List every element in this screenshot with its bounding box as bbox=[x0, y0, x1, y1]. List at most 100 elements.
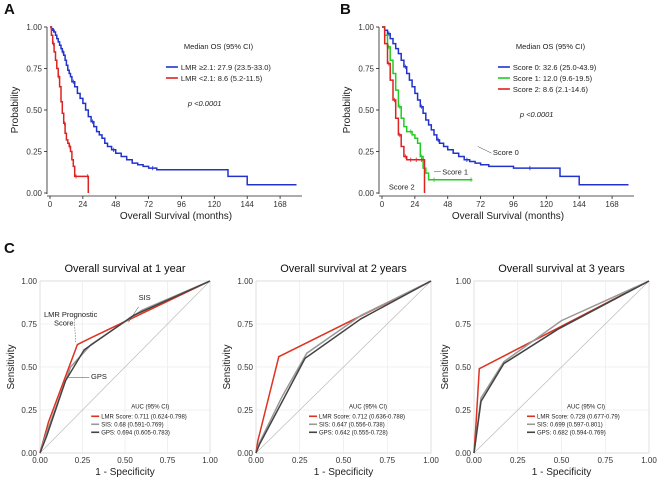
panel-label-a: A bbox=[4, 1, 15, 18]
roc-2y-xtick-label: 0.25 bbox=[292, 456, 308, 465]
km-b-curve-label-score2: Score 2 bbox=[389, 183, 415, 192]
roc-2y-ytick-label: 0.00 bbox=[237, 449, 253, 458]
km-b-curve-label-score0: Score 0 bbox=[493, 148, 519, 157]
km-a-xtick-label: 120 bbox=[208, 200, 222, 209]
roc-2y-xtick-label: 0.00 bbox=[248, 456, 264, 465]
roc-2y-reference-diagonal bbox=[255, 280, 432, 454]
km-b-p-value: p <0.0001 bbox=[519, 110, 554, 119]
roc-1y-annotation-sis: SIS bbox=[139, 293, 151, 302]
roc-1y-reference-diagonal bbox=[39, 280, 211, 454]
km-b-ytick-label: 0.50 bbox=[358, 106, 374, 115]
km-b-ytick-label: 0.25 bbox=[358, 148, 374, 157]
km-a-xtick-label: 0 bbox=[48, 200, 53, 209]
roc-3y-legend-label: GPS: 0.682 (0.594-0.769) bbox=[537, 430, 606, 436]
km-b-legend-title: Median OS (95% CI) bbox=[516, 42, 586, 51]
roc-3y-y-axis-label: Sensitivity bbox=[440, 344, 451, 389]
roc-2y-xtick-label: 0.75 bbox=[379, 456, 395, 465]
km-a-x-axis-label: Overall Survival (months) bbox=[120, 211, 232, 222]
km-a-xtick-label: 48 bbox=[111, 200, 120, 209]
km-b-legend-label: Score 1: 12.0 (9.6-19.5) bbox=[513, 74, 593, 83]
km-a-ytick-label: 0.00 bbox=[26, 189, 42, 198]
roc-2y-ytick-label: 0.50 bbox=[237, 363, 253, 372]
km-a-series-0-line bbox=[50, 26, 297, 186]
km-b-legend-label: Score 2: 8.6 (2.1-14.6) bbox=[513, 85, 589, 94]
roc-2y-chart: 0.00 0.25 0.50 0.75 1.00 0.00 0.25 0.50 0.75 1.00… bbox=[222, 263, 439, 478]
roc-3y-ytick-label: 0.00 bbox=[455, 449, 471, 458]
roc-2y-series-2-line bbox=[255, 280, 432, 454]
roc-2y-y-axis-label: Sensitivity bbox=[222, 344, 233, 389]
roc-3y-title: Overall survival at 3 years bbox=[498, 263, 625, 275]
roc-1y-ytick-label: 0.00 bbox=[21, 449, 37, 458]
km-a-ytick-label: 1.00 bbox=[26, 23, 42, 32]
roc-1y-annotation-sis-leader bbox=[128, 306, 139, 323]
km-a-ytick-label: 0.75 bbox=[26, 65, 42, 74]
roc-3y-ytick-label: 0.50 bbox=[455, 363, 471, 372]
roc-1y-ytick-label: 0.75 bbox=[21, 320, 37, 329]
km-b-x-axis-label: Overall Survival (months) bbox=[452, 211, 564, 222]
roc-2y-legend-label: GPS: 0.642 (0.555-0.728) bbox=[319, 430, 388, 436]
km-b-curve-label-leader bbox=[477, 146, 492, 154]
km-b-curve-label-score1: Score 1 bbox=[442, 168, 468, 177]
roc-2y-ytick-label: 0.75 bbox=[237, 320, 253, 329]
roc-1y-annotation-gps: GPS bbox=[91, 372, 107, 381]
roc-1y-legend-label: SIS: 0.68 (0.591-0.769) bbox=[101, 422, 163, 428]
roc-1y-xtick-label: 0.00 bbox=[32, 456, 48, 465]
km-b-legend-label: Score 0: 32.6 (25.0-43.9) bbox=[513, 63, 597, 72]
roc-2y-title: Overall survival at 2 years bbox=[280, 263, 407, 275]
roc-1y-xtick-label: 0.75 bbox=[160, 456, 176, 465]
roc-3y-reference-diagonal bbox=[473, 280, 650, 454]
km-a-xtick-label: 144 bbox=[241, 200, 255, 209]
roc-1y-xtick-label: 0.50 bbox=[117, 456, 133, 465]
roc-1y-xtick-label: 0.25 bbox=[75, 456, 91, 465]
km-b-xtick-label: 24 bbox=[410, 200, 419, 209]
km-a-ytick-label: 0.25 bbox=[26, 148, 42, 157]
km-b-y-axis-label: Probability bbox=[342, 87, 353, 134]
roc-3y-x-axis-label: 1 - Specificity bbox=[532, 467, 591, 478]
roc-1y-legend-title: AUC (95% CI) bbox=[131, 404, 169, 410]
km-a-xtick-label: 72 bbox=[144, 200, 153, 209]
roc-3y-series-2-line bbox=[473, 280, 650, 454]
km-b-ytick-label: 0.75 bbox=[358, 65, 374, 74]
roc-3y-legend-label: LMR Score: 0.728 (0.677-0.79) bbox=[537, 414, 620, 420]
roc-2y-xtick-label: 1.00 bbox=[423, 456, 439, 465]
roc-1y-ytick-label: 0.25 bbox=[21, 406, 37, 415]
km-a-xtick-label: 168 bbox=[273, 200, 287, 209]
roc-1y-annotation-lmr-line2: Score bbox=[54, 319, 74, 328]
km-a-series-1-line bbox=[50, 26, 90, 193]
km-b-xtick-label: 168 bbox=[605, 200, 619, 209]
roc-3y-ytick-label: 0.75 bbox=[455, 320, 471, 329]
km-a-legend-label: LMR <2.1: 8.6 (5.2-11.5) bbox=[181, 74, 263, 83]
roc-1y-chart: 0.00 0.25 0.50 0.75 1.00 0.00 0.25 0.50 0.75 1.00… bbox=[6, 263, 218, 478]
roc-1y-title: Overall survival at 1 year bbox=[64, 263, 185, 275]
km-a-legend-label: LMR ≥2.1: 27.9 (23.5-33.0) bbox=[181, 63, 271, 72]
roc-1y-legend-label: LMR Score: 0.711 (0.624-0.798) bbox=[101, 414, 187, 420]
km-a-xtick-label: 24 bbox=[78, 200, 87, 209]
km-b-xtick-label: 96 bbox=[509, 200, 518, 209]
roc-3y-legend-title: AUC (95% CI) bbox=[567, 404, 605, 410]
km-a-p-value: p <0.0001 bbox=[187, 99, 222, 108]
roc-2y-legend-label: SIS: 0.647 (0.556-0.738) bbox=[319, 422, 385, 428]
km-b-chart: 0.00 0.25 0.50 0.75 1.00 0 24 48 72 96 120 144 168 Ov… bbox=[342, 23, 634, 222]
km-a-y-axis-label: Probability bbox=[10, 87, 21, 134]
roc-2y-x-axis-label: 1 - Specificity bbox=[314, 467, 373, 478]
roc-3y-xtick-label: 0.25 bbox=[510, 456, 526, 465]
roc-1y-x-axis-label: 1 - Specificity bbox=[95, 467, 154, 478]
roc-3y-ytick-label: 1.00 bbox=[455, 277, 471, 286]
km-b-xtick-label: 72 bbox=[476, 200, 485, 209]
roc-3y-xtick-label: 0.50 bbox=[554, 456, 570, 465]
roc-1y-ytick-label: 0.50 bbox=[21, 363, 37, 372]
roc-3y-ytick-label: 0.25 bbox=[455, 406, 471, 415]
roc-2y-legend-title: AUC (95% CI) bbox=[349, 404, 387, 410]
km-a-ytick-label: 0.50 bbox=[26, 106, 42, 115]
roc-3y-xtick-label: 1.00 bbox=[641, 456, 657, 465]
roc-1y-annotation-lmr-leader bbox=[73, 313, 76, 343]
panel-label-c: C bbox=[4, 240, 15, 257]
roc-2y-xtick-label: 0.50 bbox=[336, 456, 352, 465]
roc-1y-series-2-line bbox=[39, 280, 211, 454]
km-b-xtick-label: 120 bbox=[540, 200, 554, 209]
roc-2y-ytick-label: 1.00 bbox=[237, 277, 253, 286]
roc-2y-legend-label: LMR Score: 0.712 (0.636-0.788) bbox=[319, 414, 405, 420]
km-b-ytick-label: 1.00 bbox=[358, 23, 374, 32]
km-b-series-2-line bbox=[382, 26, 426, 193]
charts-layer: 0.00 0.25 0.50 0.75 1.00 0 24 48 72 96 120 144 168 Ov… bbox=[6, 23, 657, 478]
